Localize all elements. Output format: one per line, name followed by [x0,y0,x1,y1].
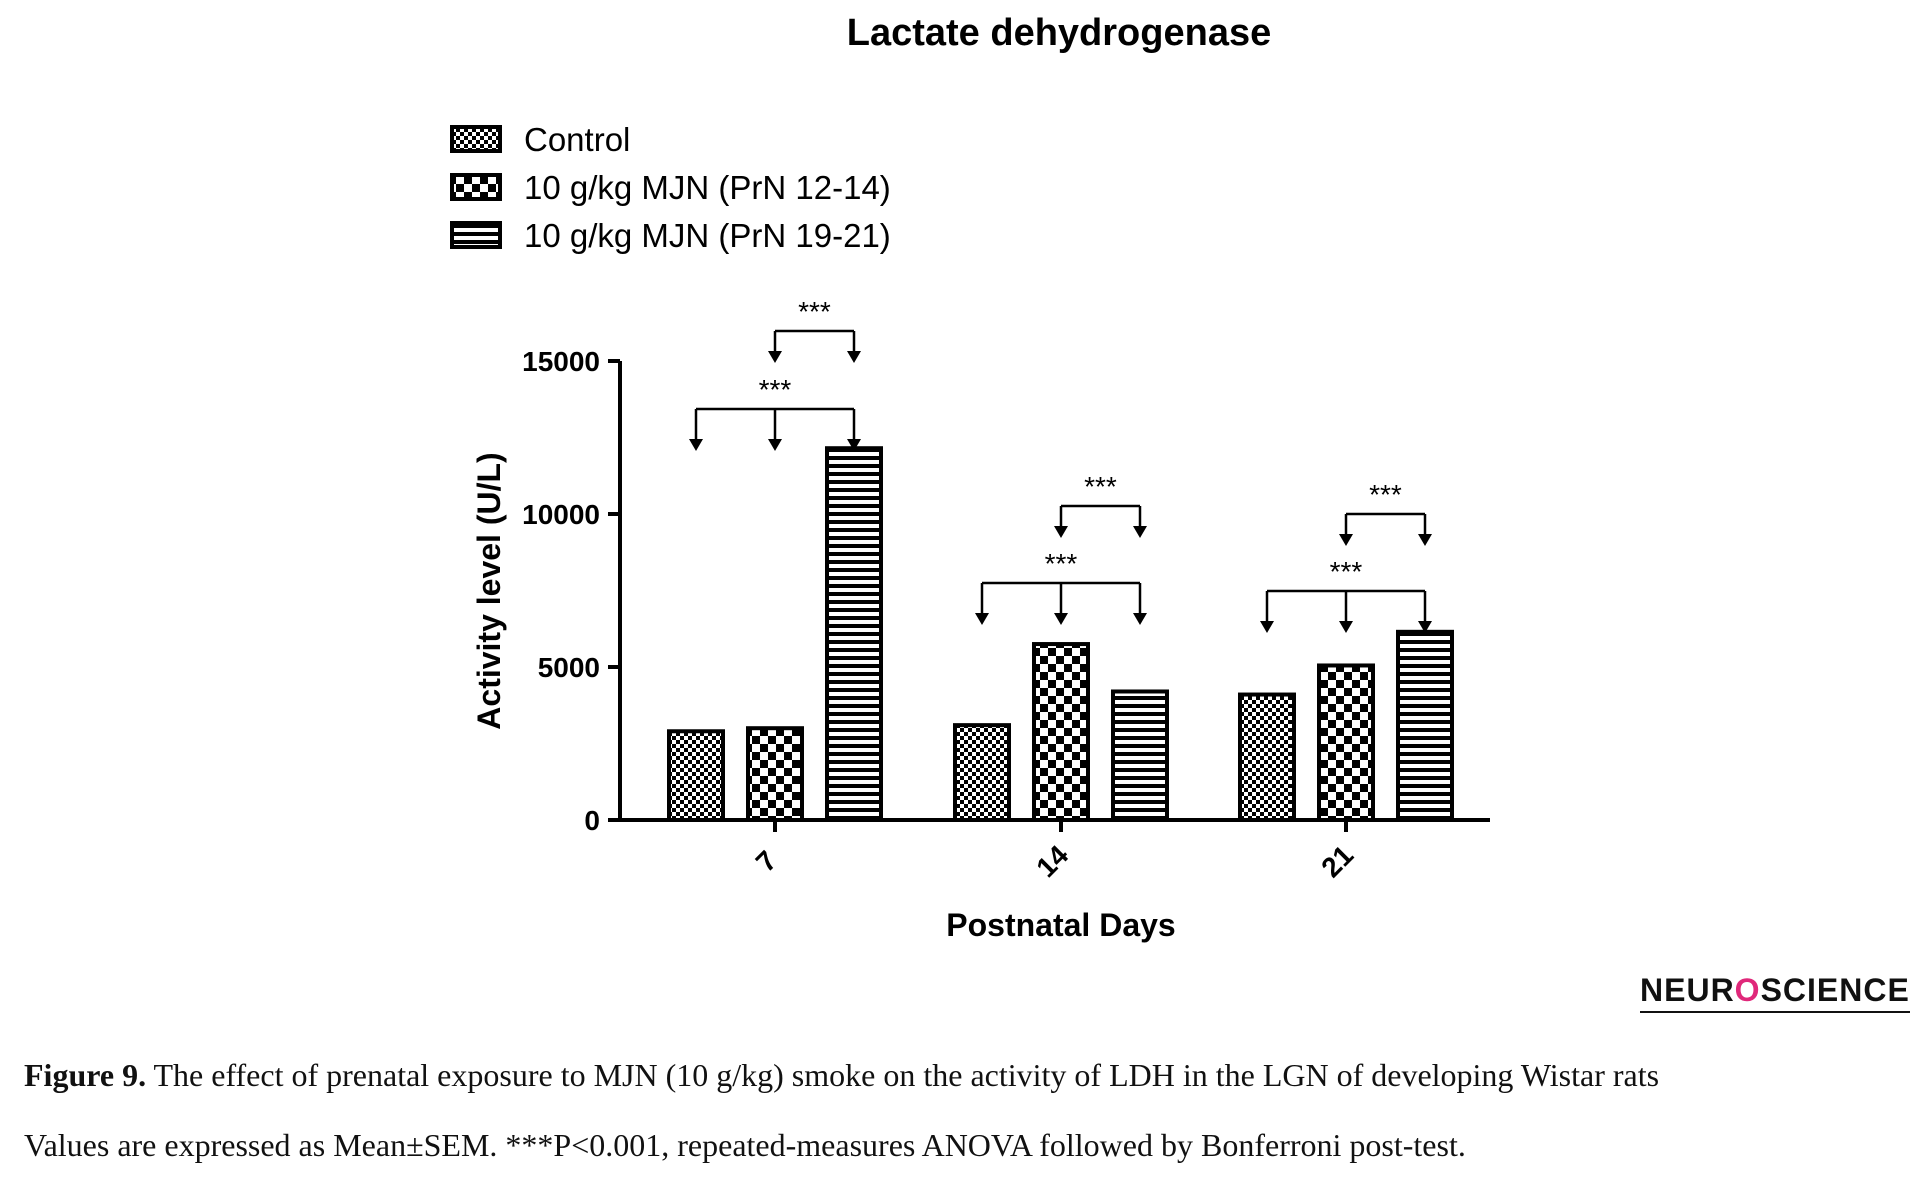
y-tick-label: 15000 [522,346,600,377]
legend-label-1: Control [524,121,630,158]
x-tick-label: 14 [1030,839,1074,883]
significance-bracket-all-day-14-label: *** [1045,548,1078,579]
legend-swatch-3 [450,221,502,249]
significance-bracket-mjn-day-7-label: *** [798,296,831,327]
legend: Control 10 g/kg MJN (PrN 12-14) 10 g/kg MJ… [450,121,891,254]
bar-2-day-21 [1317,663,1375,822]
y-tick-label: 10000 [522,499,600,530]
bar-2-day-14 [1032,642,1090,822]
significance-bracket-mjn-day-7-arrow-2-head [847,351,861,363]
y-tick-label: 5000 [538,652,600,683]
x-tick-label: 7 [750,845,783,878]
caption-text: The effect of prenatal exposure to MJN (… [146,1057,1660,1093]
caption-label: Figure 9. [24,1057,147,1093]
bar-1-day-7 [667,729,725,823]
legend-swatch-2 [450,173,502,201]
significance-bracket-all-day-7-arrow-2-head [768,439,782,451]
bar-3-day-7 [825,446,883,822]
significance-bracket-all-day-14-arrow-3-head [1133,613,1147,625]
significance-bracket-mjn-day-7-arrow-1-head [768,351,782,363]
significance-bracket-all-day-7-arrow-1-head [689,439,703,451]
bar-1-day-21 [1238,692,1296,822]
significance-bracket-all-day-21-label: *** [1330,556,1363,587]
significance-bracket-all-day-21-arrow-1-head [1260,621,1274,633]
caption-line-2: Values are expressed as Mean±SEM. ***P<0… [24,1127,1466,1163]
legend-swatch-1 [450,125,502,153]
logo-left: NEUR [1640,972,1735,1008]
significance-bracket-mjn-day-14-label: *** [1084,471,1117,502]
significance-bracket-mjn-day-14-arrow-1-head [1054,526,1068,538]
caption-line-1: Figure 9. The effect of prenatal exposur… [24,1040,1914,1110]
y-tick-label: 0 [584,805,600,836]
significance-bracket-mjn-day-21-arrow-1-head [1339,534,1353,546]
bar-2-day-7 [746,726,804,823]
significance-bracket-all-day-14-arrow-1-head [975,613,989,625]
x-tick-label: 21 [1315,839,1359,883]
legend-label-2: 10 g/kg MJN (PrN 12-14) [524,169,891,206]
significance-bracket-mjn-day-21-arrow-2-head [1418,534,1432,546]
plot-area: 0 5000 10000 15000 7 14 21 *** *** *** *** *** *** [522,296,1490,883]
significance-bracket-mjn-day-14-arrow-2-head [1133,526,1147,538]
significance-bracket-all-day-14-arrow-2-head [1054,613,1068,625]
significance-bracket-mjn-day-21-label: *** [1369,479,1402,510]
bar-1-day-14 [953,723,1011,823]
legend-label-3: 10 g/kg MJN (PrN 19-21) [524,217,891,254]
chart-title: Lactate dehydrogenase [847,12,1271,54]
neuroscience-logo: NEUROSCIENCE [1640,972,1910,1013]
y-axis-label: Activity level (U/L) [471,452,507,729]
logo-mark: O [1734,972,1761,1008]
significance-bracket-all-day-21-arrow-3-head [1418,621,1432,633]
significance-bracket-all-day-7-label: *** [759,374,792,405]
x-axis-label: Postnatal Days [946,907,1175,943]
bar-3-day-21 [1396,629,1454,822]
bar-3-day-14 [1111,689,1169,822]
logo-right: SCIENCE [1760,972,1910,1008]
significance-bracket-all-day-7-arrow-3-head [847,439,861,451]
significance-bracket-all-day-21-arrow-2-head [1339,621,1353,633]
figure-caption: Figure 9. The effect of prenatal exposur… [24,1040,1914,1180]
lactate-dehydrogenase-chart: Lactate dehydrogenase Control 10 g/kg MJN… [450,12,1490,943]
